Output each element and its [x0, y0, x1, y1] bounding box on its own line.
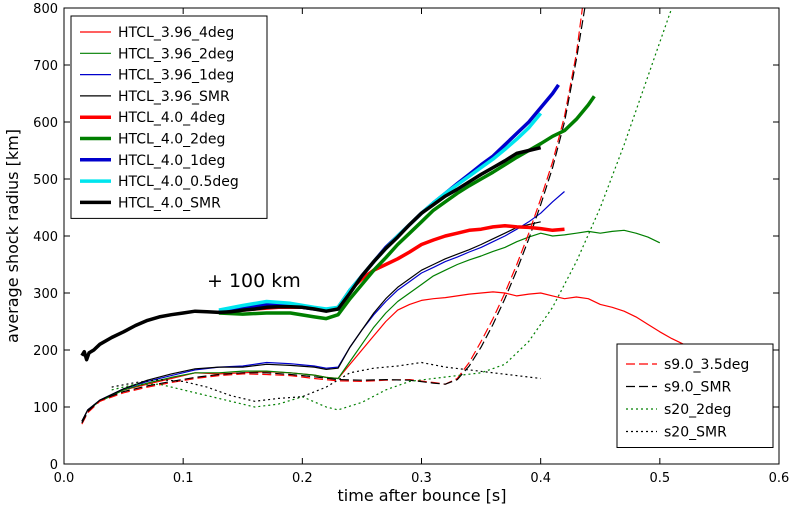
x-tick-label: 0.1 — [173, 471, 194, 486]
annotation-label: + 100 km — [207, 270, 301, 292]
legend-label: HTCL_4.0_2deg — [118, 132, 225, 148]
y-tick-label: 0 — [50, 458, 58, 473]
legend-label: HTCL_4.0_0.5deg — [118, 174, 239, 190]
legend-label: HTCL_3.96_2deg — [118, 46, 234, 62]
legend-label: HTCL_4.0_SMR — [118, 195, 221, 211]
y-tick-label: 400 — [33, 230, 58, 245]
y-axis-label: average shock radius [km] — [3, 129, 22, 343]
legend-label: s20_2deg — [664, 402, 731, 418]
x-tick-label: 0.2 — [292, 471, 313, 486]
legend-label: HTCL_4.0_1deg — [118, 153, 225, 169]
legend-label: HTCL_3.96_1deg — [118, 68, 234, 84]
legend-bottom-right: s9.0_3.5deg s9.0_SMR s20_2deg s20_SMR — [616, 343, 774, 448]
y-tick-label: 700 — [33, 59, 58, 74]
series-line-htcl-3-96-4deg — [81, 291, 696, 422]
legend-frame — [616, 343, 774, 448]
x-tick-label: 0.3 — [411, 471, 432, 486]
y-tick-label: 300 — [33, 287, 58, 302]
legend-label: HTCL_3.96_SMR — [118, 89, 230, 105]
legend-label: s20_SMR — [664, 425, 727, 441]
x-axis-label: time after bounce [s] — [338, 486, 507, 505]
x-tick-label: 0.4 — [530, 471, 551, 486]
y-axis-ticks: 0 100 200 300 400 500 600 700 800 — [33, 2, 779, 473]
series-line-htcl-4-0-2deg — [218, 95, 596, 321]
series-line-s20-2deg — [111, 8, 673, 411]
series-line-htcl-3-96-1deg — [81, 191, 565, 422]
series-line-s20-smr — [111, 361, 541, 402]
y-tick-label: 500 — [33, 173, 58, 188]
legend-label: s9.0_3.5deg — [664, 357, 749, 373]
y-tick-label: 800 — [33, 2, 58, 17]
x-tick-label: 0.6 — [769, 471, 790, 486]
y-tick-label: 100 — [33, 401, 58, 416]
series-line-htcl-4-0-smr — [80, 145, 542, 362]
legend-top-left: HTCL_3.96_4deg HTCL_3.96_2deg HTCL_3.96_1d… — [70, 15, 268, 219]
series-layer — [80, 8, 696, 425]
x-axis-ticks: 0.0 0.1 0.2 0.3 0.4 0.5 0.6 — [54, 8, 790, 486]
series-line-htcl-3-96-smr — [81, 221, 541, 422]
legend-label: HTCL_4.0_4deg — [118, 110, 225, 126]
x-tick-label: 0.0 — [54, 471, 75, 486]
legend-label: s9.0_SMR — [664, 380, 732, 396]
series-line-htcl-3-96-2deg — [81, 229, 661, 422]
y-tick-label: 600 — [33, 116, 58, 131]
x-tick-label: 0.5 — [649, 471, 670, 486]
y-tick-label: 200 — [33, 344, 58, 359]
series-line-s9-0-smr — [81, 8, 586, 424]
legend-label: HTCL_3.96_4deg — [118, 25, 234, 41]
